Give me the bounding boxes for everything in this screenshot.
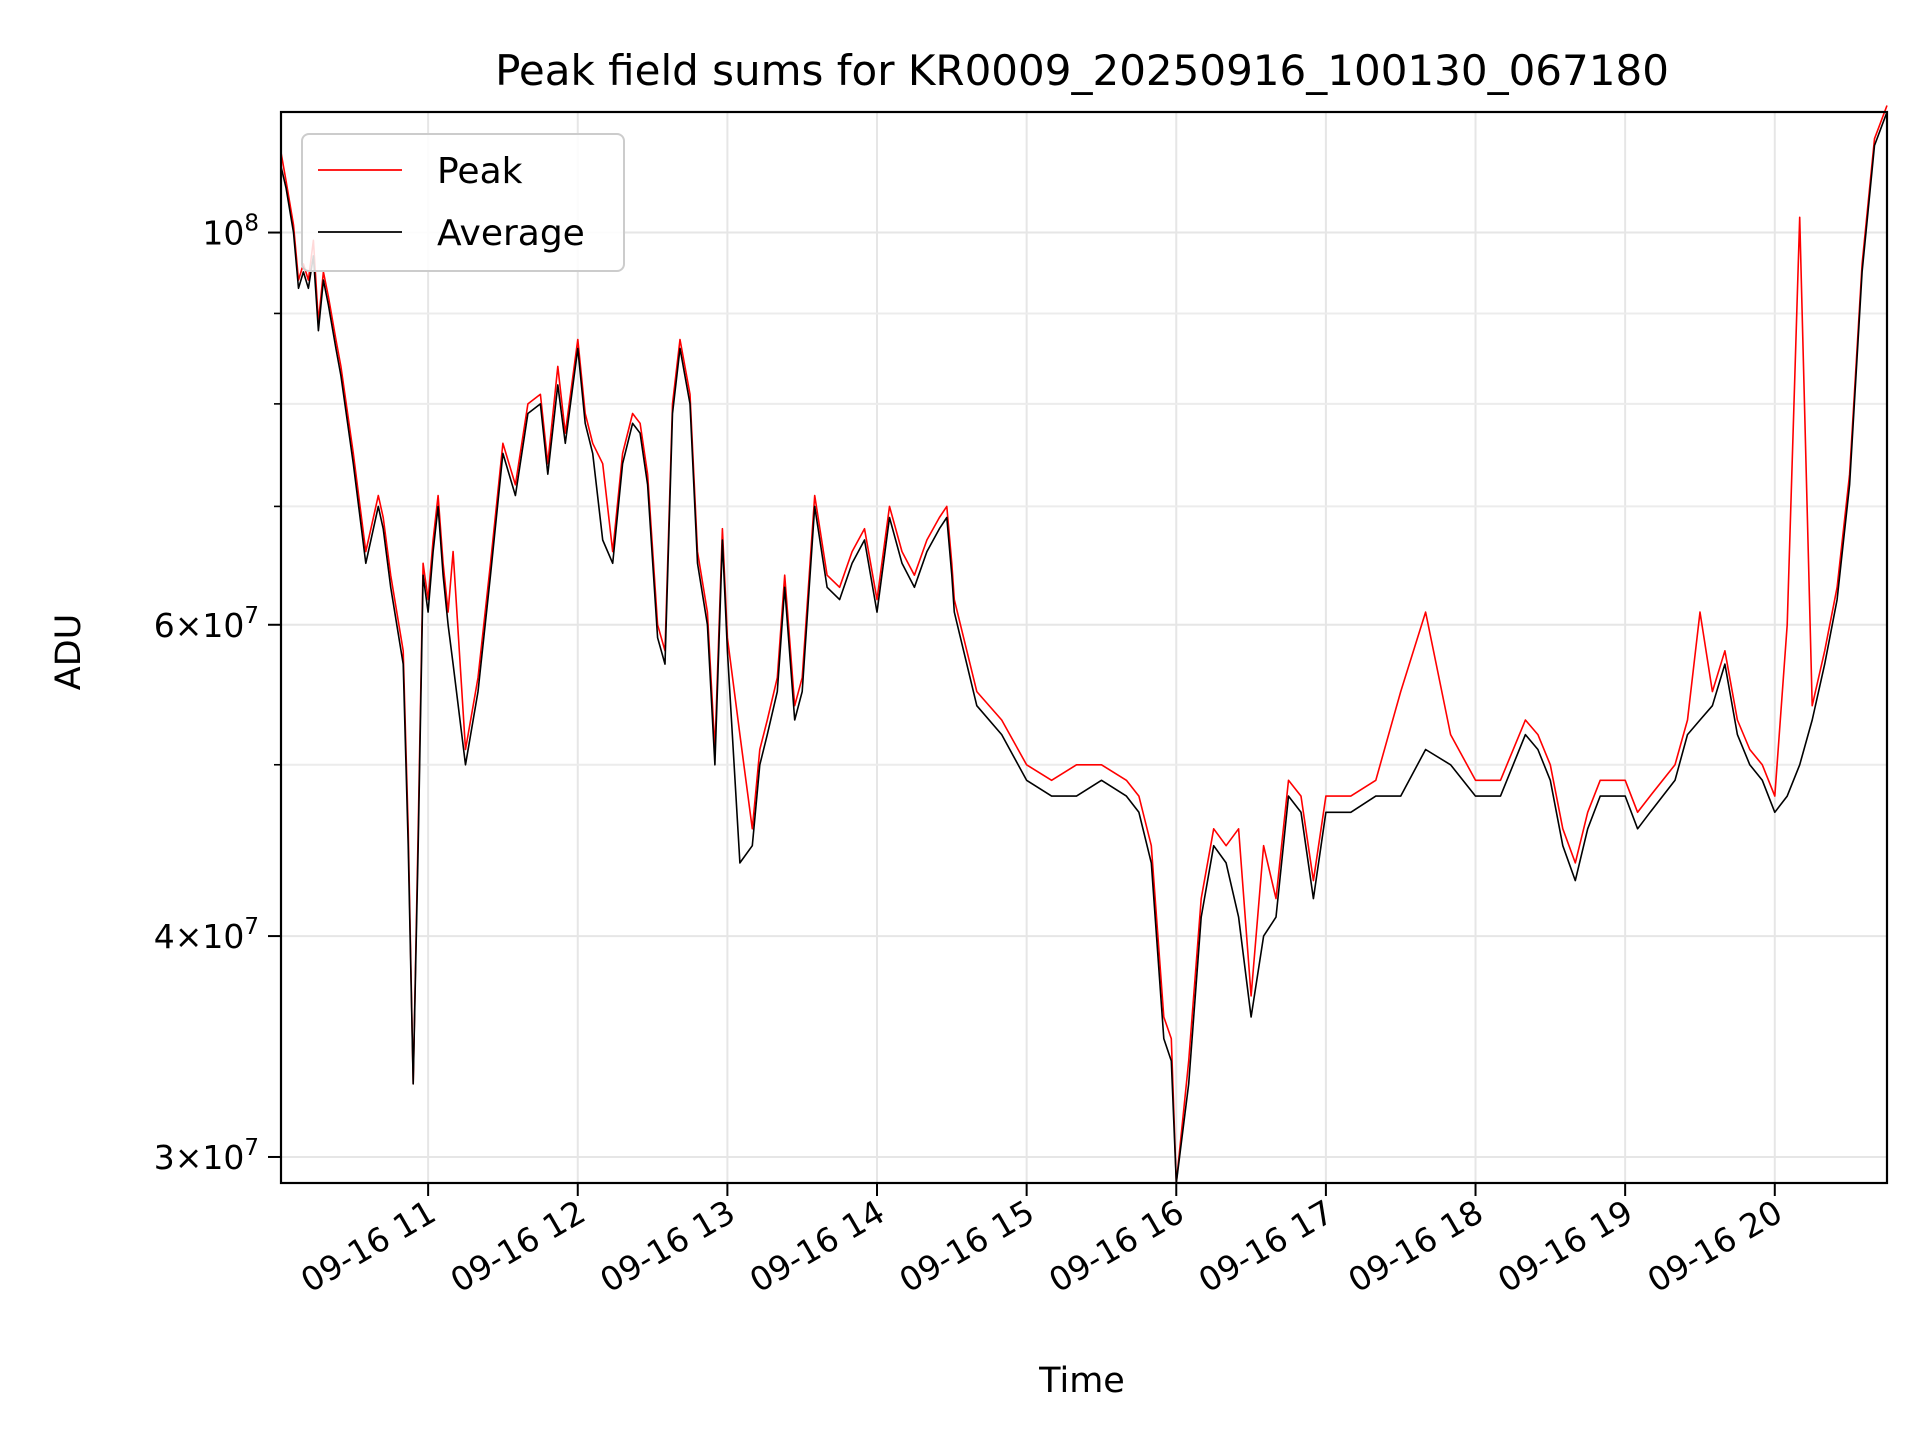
x-axis-title: Time [1038,1361,1125,1401]
chart-title: Peak field sums for KR0009_20250916_1001… [495,46,1669,95]
plot-frame [279,110,1889,1185]
legend-label-peak: Peak [437,151,523,192]
y-axis: 3×107 4×107 6×107 108 [154,211,281,1177]
y-tick-label: 108 [202,211,259,253]
series-line-peak [280,105,1888,1184]
y-axis-title: ADU [49,614,89,691]
legend: Peak Average [301,133,625,272]
y-tick-label: 4×107 [154,914,259,956]
legend-box [301,133,625,272]
y-tick-label: 6×107 [154,603,259,645]
series-line-average [280,111,1888,1184]
y-tick-label: 3×107 [154,1135,259,1177]
series-layer [280,105,1888,1184]
legend-label-average: Average [437,213,585,254]
